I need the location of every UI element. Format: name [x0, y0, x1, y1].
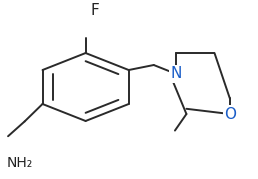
Text: N: N — [171, 66, 182, 81]
Text: NH₂: NH₂ — [7, 156, 33, 170]
Text: O: O — [224, 107, 236, 122]
Text: F: F — [90, 3, 99, 18]
